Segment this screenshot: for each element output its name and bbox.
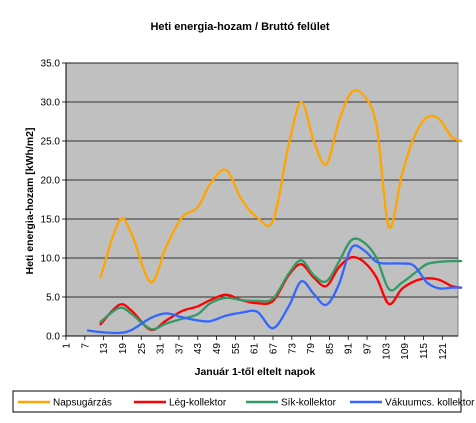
series-line	[99, 255, 463, 332]
y-tick-label: 15.0	[41, 215, 61, 226]
x-tick-label: 97	[363, 343, 374, 355]
x-tick-label: 121	[438, 343, 449, 360]
x-tick-label: 67	[268, 343, 279, 355]
y-axis-label: Heti energia-hozam [kWh/m2]	[24, 127, 36, 274]
y-tick-label: 10.0	[41, 254, 61, 265]
x-tick-label: 103	[381, 343, 392, 360]
y-tick-label: 35.0	[41, 59, 61, 70]
x-tick-label: 25	[137, 343, 148, 355]
x-tick-label: 109	[400, 343, 411, 360]
x-tick-label: 61	[250, 343, 261, 355]
x-tick-label: 43	[193, 343, 204, 355]
y-tick-label: 20.0	[41, 176, 61, 187]
x-tick-label: 79	[306, 343, 317, 355]
x-tick-label: 73	[287, 343, 298, 355]
series-lines	[86, 89, 463, 335]
x-tick-label: 1	[62, 343, 73, 349]
y-tick-label: 0.0	[46, 332, 60, 343]
legend-entry: Vákuumcs. kollektor	[385, 398, 475, 409]
chart-title: Heti energia-hozam / Bruttó felület	[150, 21, 329, 33]
x-tick-label: 115	[419, 343, 430, 359]
x-tick-label: 19	[118, 343, 129, 355]
y-tick-label: 30.0	[41, 98, 61, 109]
series-line	[86, 244, 463, 335]
series-line	[99, 89, 463, 284]
legend-entry: Napsugárzás	[53, 398, 112, 409]
legend: Napsugárzás Lég-kollektor Sík-kollektor Vák…	[12, 390, 475, 413]
legend-box	[12, 390, 462, 413]
x-tick-label: 37	[174, 343, 185, 355]
legend-entry: Lég-kollektor	[169, 398, 227, 409]
x-tick-label: 85	[325, 343, 336, 355]
gridlines	[66, 62, 458, 298]
series-line	[99, 237, 463, 331]
x-tick-label: 7	[80, 343, 91, 349]
y-tick-label: 5.0	[46, 293, 60, 304]
legend-entry: Sík-kollektor	[281, 398, 337, 409]
x-axis-label: Január 1-től eltelt napok	[195, 366, 316, 378]
x-tick-label: 55	[231, 343, 242, 355]
x-tick-label: 13	[99, 343, 110, 355]
plot-area	[65, 62, 459, 337]
x-tick-label: 49	[212, 343, 223, 355]
x-tick-label: 91	[344, 343, 355, 355]
x-tick-label: 31	[156, 343, 167, 355]
axes: 0.0 5.0 10.0 15.0 20.0 25.0 30.0 35.0 1 7 13 19 25 31…	[41, 59, 458, 360]
y-tick-label: 25.0	[41, 137, 61, 148]
